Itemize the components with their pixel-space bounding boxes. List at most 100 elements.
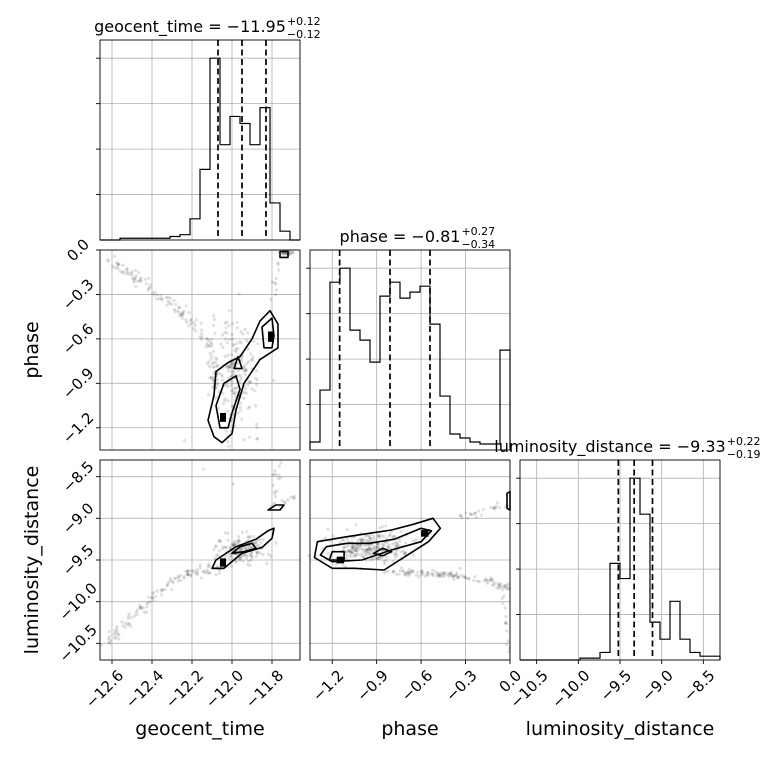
sample-point: [215, 554, 219, 558]
sample-point: [120, 620, 124, 624]
sample-point: [384, 524, 388, 528]
sample-point: [469, 513, 473, 517]
sample-point: [159, 296, 164, 300]
sample-point: [132, 280, 136, 284]
sample-point: [127, 614, 131, 618]
sample-point: [123, 625, 127, 629]
sample-point: [178, 573, 182, 578]
sample-point: [186, 572, 190, 576]
sample-point: [245, 554, 249, 558]
sample-point: [211, 377, 216, 382]
sample-point: [164, 296, 168, 300]
sample-point: [155, 293, 159, 297]
sample-point: [106, 259, 110, 263]
sample-point: [230, 404, 234, 408]
sample-point: [342, 545, 346, 549]
sample-point: [230, 389, 234, 393]
sample-point: [176, 579, 181, 583]
sample-point: [250, 358, 255, 362]
sample-point: [215, 381, 219, 385]
sample-point: [145, 602, 149, 606]
sample-point: [249, 380, 253, 384]
sample-point: [386, 544, 390, 548]
sample-point: [421, 571, 425, 576]
sample-point: [209, 357, 213, 361]
sample-point: [227, 309, 232, 313]
sample-point: [237, 538, 241, 542]
sample-point: [230, 337, 234, 341]
sample-point: [210, 337, 214, 341]
sample-point: [394, 572, 399, 577]
sample-point: [399, 530, 404, 534]
sample-point: [392, 570, 396, 574]
histogram-geocent_time: [100, 57, 300, 241]
sample-point: [222, 399, 227, 403]
sample-point: [218, 538, 222, 543]
sample-point: [250, 555, 254, 559]
sample-point: [451, 573, 455, 577]
sample-point: [266, 552, 271, 556]
sample-point: [213, 396, 217, 400]
sample-point: [227, 337, 231, 341]
sample-point: [121, 624, 125, 628]
sample-point: [277, 464, 282, 468]
sample-point: [248, 534, 252, 539]
sample-point: [369, 547, 373, 552]
sample-point: [139, 276, 143, 280]
sample-point: [138, 606, 142, 611]
sample-point: [254, 376, 258, 380]
sample-point: [208, 351, 212, 355]
sample-point: [350, 544, 354, 548]
sample-point: [386, 570, 390, 574]
sample-point: [214, 356, 218, 360]
sample-point: [503, 584, 507, 588]
sample-point: [180, 310, 184, 315]
title-main-geocent_time: geocent_time = −11.95: [94, 17, 286, 37]
sample-point: [210, 362, 214, 366]
sample-point: [212, 314, 216, 318]
sample-point: [396, 541, 400, 546]
y-tick-label-luminosity_distance: −9.5: [59, 541, 97, 579]
sample-point: [276, 262, 280, 266]
contour-outer-phase-dist: [313, 517, 442, 571]
sample-point: [274, 282, 278, 286]
sample-point: [506, 639, 510, 643]
sample-point: [240, 546, 244, 551]
sample-point: [258, 551, 262, 555]
sample-point: [117, 637, 121, 641]
sample-point: [243, 547, 247, 551]
sample-point: [348, 549, 352, 553]
density-peak: [421, 530, 429, 537]
sample-point: [467, 577, 471, 581]
sample-point: [354, 546, 358, 550]
sample-point: [127, 272, 131, 276]
sample-point: [199, 337, 203, 341]
sample-point: [372, 535, 376, 539]
sample-point: [504, 586, 508, 591]
sample-point: [198, 566, 202, 570]
sample-point: [194, 318, 198, 322]
sample-point: [409, 569, 413, 573]
x-axis-label-phase: phase: [381, 718, 438, 740]
sample-point: [477, 580, 481, 584]
sample-point: [331, 534, 335, 538]
sample-point: [344, 545, 348, 549]
sample-point: [326, 552, 330, 556]
sample-point: [402, 569, 406, 573]
sample-point: [246, 331, 250, 335]
sample-point: [435, 573, 439, 577]
sample-point: [172, 298, 176, 303]
sample-point: [248, 563, 252, 568]
sample-point: [198, 335, 202, 339]
sample-point: [368, 538, 372, 542]
sample-point: [411, 538, 415, 543]
sample-point: [500, 596, 504, 600]
sample-point: [401, 569, 405, 573]
sample-point: [153, 595, 157, 599]
sample-point: [408, 571, 412, 575]
sample-point: [180, 313, 184, 317]
sample-point: [430, 572, 434, 576]
sample-point: [274, 494, 278, 498]
sample-point: [426, 573, 431, 577]
sample-point: [359, 543, 363, 547]
